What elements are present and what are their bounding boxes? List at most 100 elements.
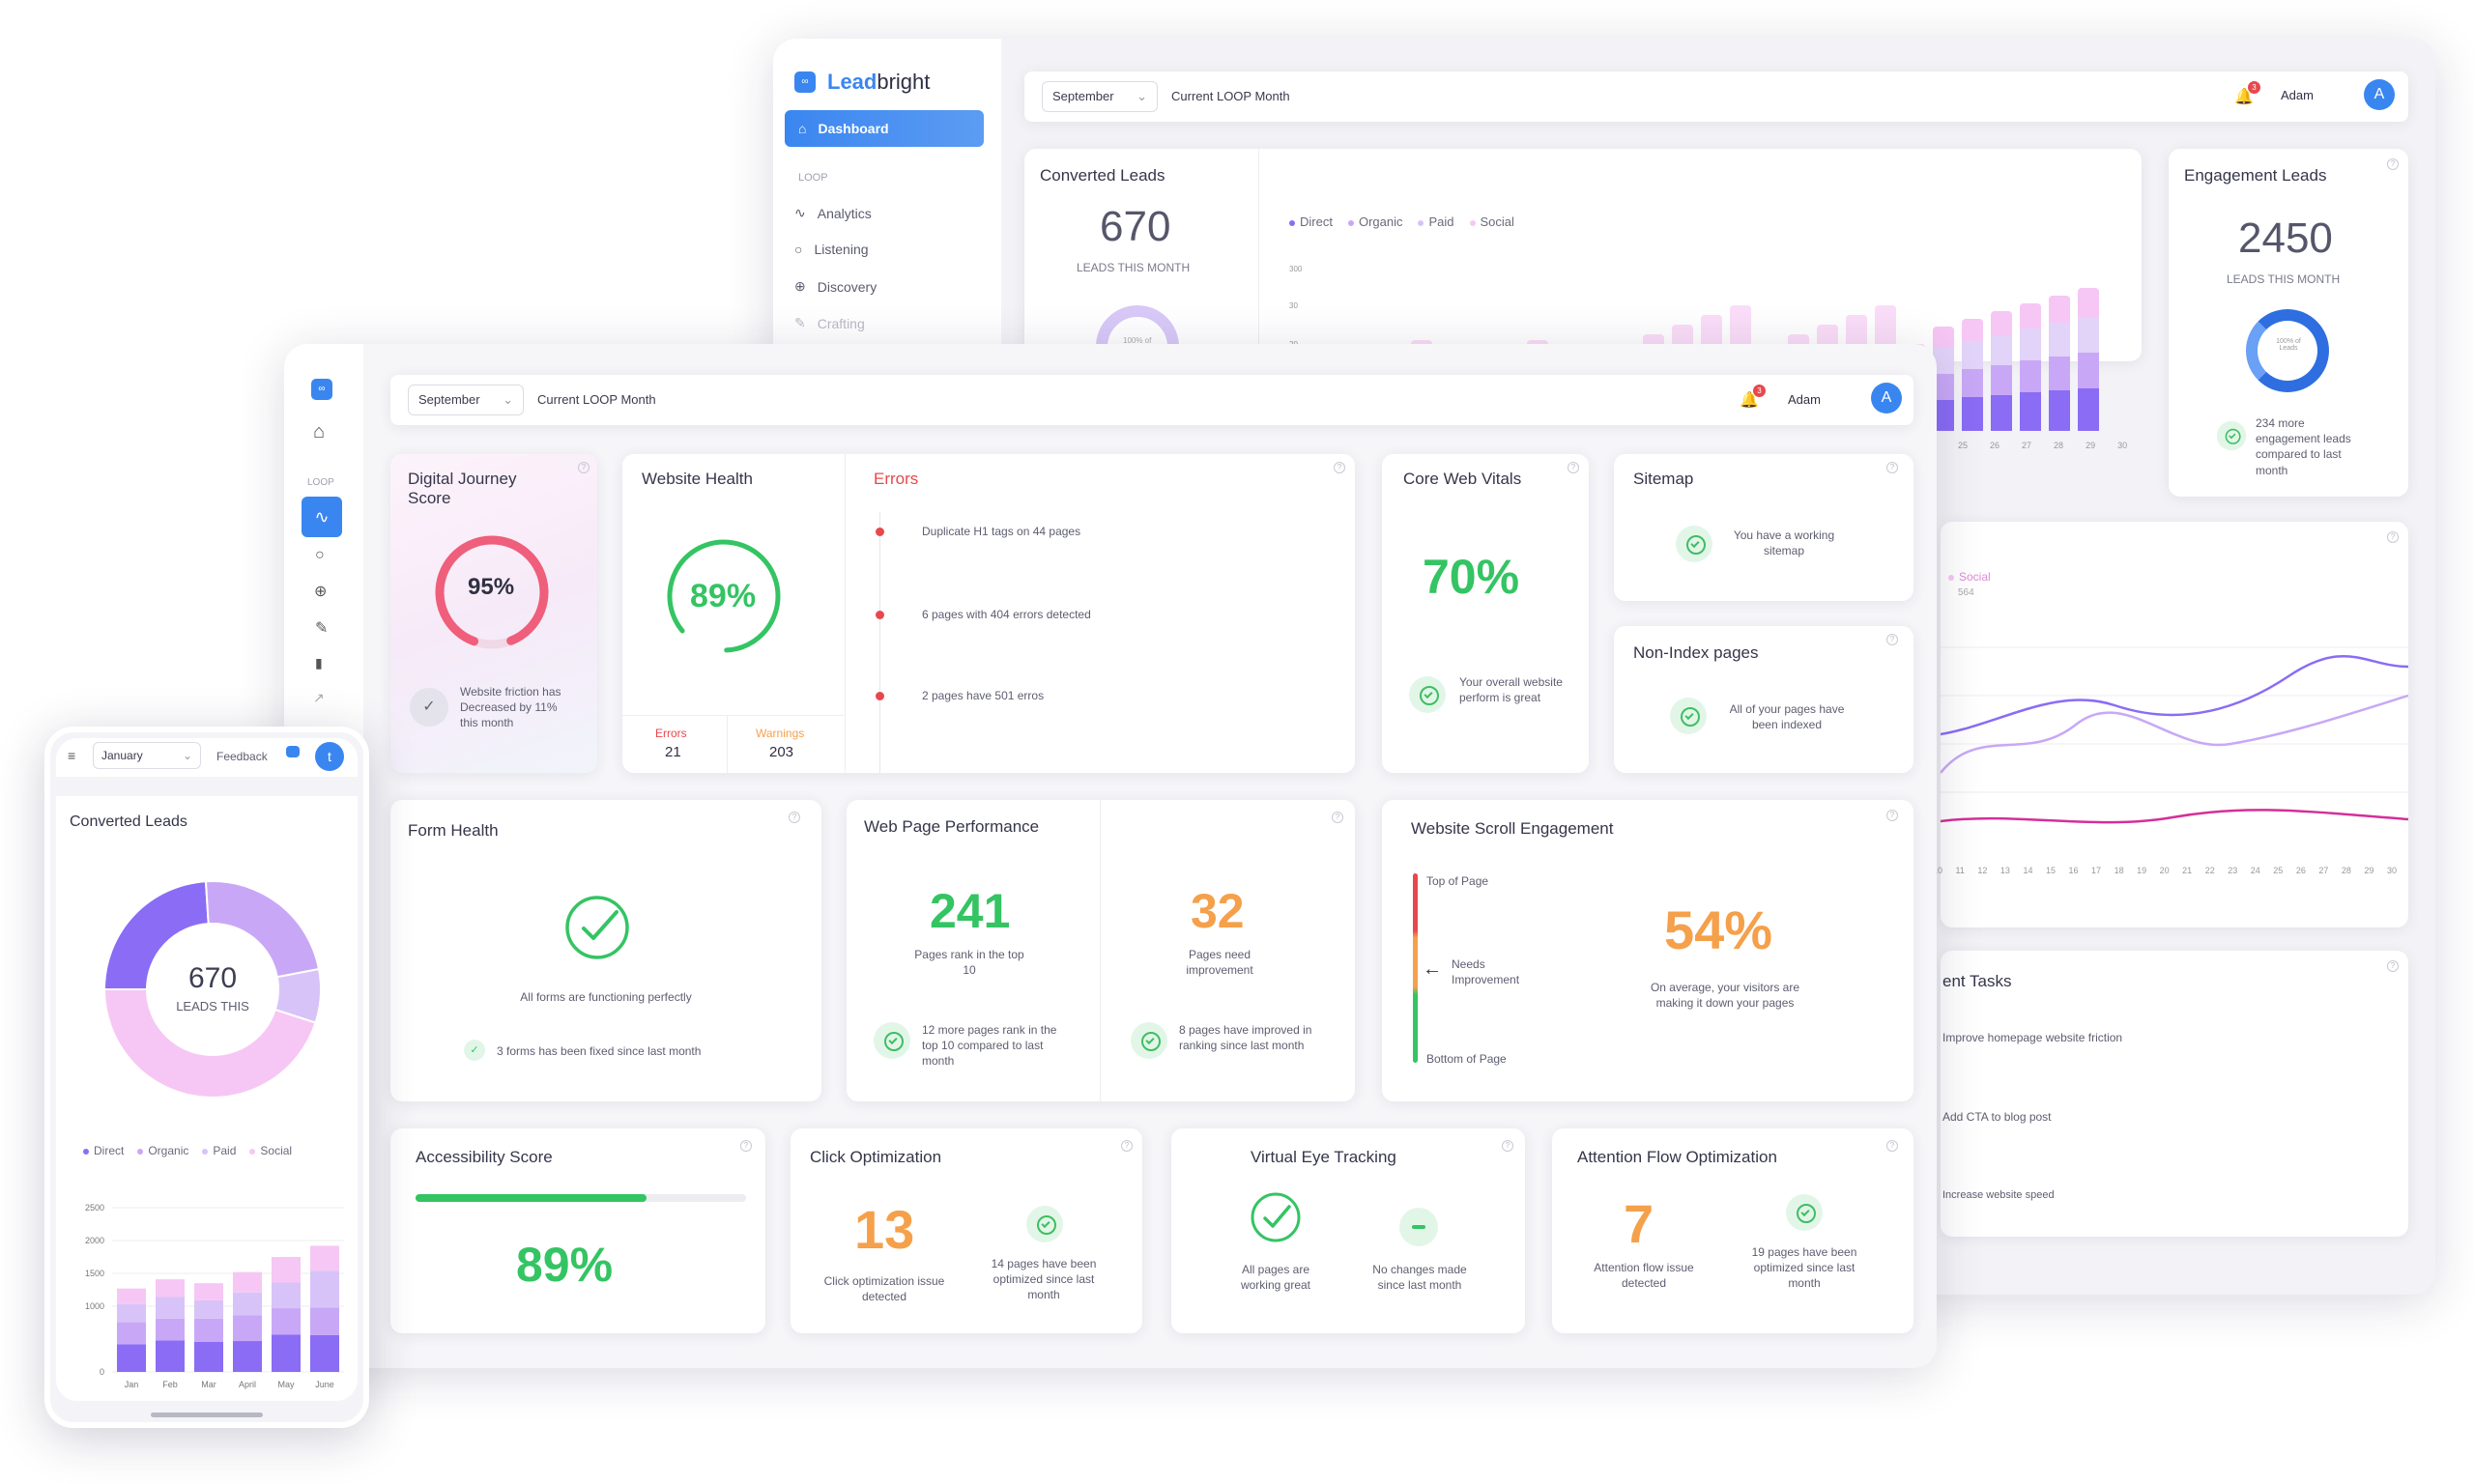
sitemap-title: Sitemap — [1633, 470, 1694, 488]
info-icon[interactable]: ? — [2387, 531, 2399, 543]
edit-icon[interactable]: ✎ — [315, 620, 329, 637]
info-icon[interactable]: ? — [1502, 1140, 1513, 1152]
back-bar-segment — [2078, 352, 2099, 388]
sidebar-item-dashboard[interactable]: ⌂ Dashboard — [785, 110, 984, 147]
month-select[interactable]: September ⌄ — [408, 385, 524, 415]
info-icon[interactable]: ? — [1334, 462, 1345, 473]
sidebar-section-label: LOOP — [798, 172, 828, 184]
analytics-icon: ∿ — [794, 205, 806, 220]
bell-icon[interactable]: 🔔 — [1740, 392, 1759, 409]
bar-segment-social — [117, 1288, 146, 1304]
nonindex-note: All of your pages have been indexed — [1729, 702, 1845, 732]
back-bar — [2020, 303, 2041, 431]
sidebar-item-analytics[interactable]: ∿ Analytics — [794, 205, 872, 221]
bar-segment-direct — [117, 1344, 146, 1372]
x-tick-label: June — [315, 1380, 334, 1389]
info-icon[interactable]: ? — [1886, 1140, 1898, 1152]
x-tick-label: Jan — [125, 1380, 139, 1389]
analytics-icon[interactable]: ∿ — [302, 497, 342, 537]
x-tick: 25 — [2273, 866, 2284, 875]
info-icon[interactable]: ? — [2387, 158, 2399, 170]
back-bar-segment — [1962, 369, 1983, 398]
logo-icon: ∞ — [794, 71, 816, 93]
back-bar-segment — [1991, 364, 2012, 395]
bar-segment-paid — [156, 1297, 185, 1319]
back-converted-leads-card — [1024, 149, 2142, 361]
back-bar-segment — [1962, 397, 1983, 431]
x-tick-label: May — [277, 1380, 295, 1389]
x-tick: 19 — [2137, 866, 2147, 875]
error-dot — [876, 528, 884, 536]
eye-title: Virtual Eye Tracking — [1251, 1148, 1396, 1166]
bell-icon[interactable]: 🔔 — [2234, 89, 2254, 105]
info-icon[interactable]: ? — [740, 1140, 752, 1152]
wpp-title: Web Page Performance — [864, 817, 1040, 836]
wh-warnings-label: Warnings — [756, 727, 805, 740]
bar-segment-organic — [117, 1322, 146, 1345]
back-ring-label: 100% of — [1123, 336, 1152, 345]
info-icon[interactable]: ? — [578, 462, 590, 473]
logo-icon[interactable]: ∞ — [311, 379, 332, 400]
menu-icon[interactable]: ≡ — [68, 748, 76, 763]
info-icon[interactable]: ? — [789, 812, 800, 823]
access-title: Accessibility Score — [416, 1148, 553, 1166]
y-tick-label: 2000 — [85, 1236, 104, 1245]
user-name[interactable]: Adam — [1788, 392, 1821, 407]
back-bar-segment — [2049, 296, 2070, 323]
mobile-month-select[interactable]: January ⌄ — [93, 742, 201, 769]
info-icon[interactable]: ? — [1332, 812, 1343, 823]
info-icon[interactable]: ? — [1121, 1140, 1133, 1152]
click-optimization-card — [791, 1128, 1142, 1333]
info-icon[interactable]: ? — [1886, 810, 1898, 821]
back-bar-segment — [1991, 334, 2012, 365]
mobile-avatar[interactable]: t — [315, 742, 344, 771]
form-note: All forms are functioning perfectly — [520, 990, 692, 1004]
x-tick: 11 — [1955, 866, 1965, 875]
error-item[interactable]: 2 pages have 501 erros — [922, 689, 1045, 702]
error-item[interactable]: Duplicate H1 tags on 44 pages — [922, 525, 1081, 538]
chat-icon[interactable]: ○ — [315, 547, 325, 563]
y-tick-label: 1000 — [85, 1301, 104, 1311]
info-icon[interactable]: ? — [1568, 462, 1579, 473]
task-item[interactable]: Improve homepage website friction — [1942, 1031, 2123, 1044]
user-name[interactable]: Adam — [2281, 88, 2314, 102]
task-item[interactable]: Add CTA to blog post — [1942, 1110, 2052, 1124]
chat-badge-icon[interactable] — [286, 746, 300, 757]
trend-icon[interactable]: ↗ — [313, 690, 325, 705]
month-select[interactable]: September ⌄ — [1042, 81, 1158, 112]
info-icon[interactable]: ? — [1886, 462, 1898, 473]
x-tick: 18 — [2114, 866, 2124, 875]
avatar[interactable]: A — [1871, 383, 1902, 414]
back-bar-segment — [1933, 327, 1954, 348]
engagement-note: 234 more engagement leads compared to la… — [2256, 416, 2351, 477]
wpp-value-1: 241 — [930, 884, 1011, 938]
brand-name-bold: Lead — [827, 70, 877, 94]
access-progress-track — [416, 1194, 746, 1202]
back-bar — [2078, 288, 2099, 431]
avatar[interactable]: A — [2364, 79, 2395, 110]
x-tick: 28 — [2341, 866, 2351, 875]
info-icon[interactable]: ? — [1886, 634, 1898, 645]
mobile-legend: Direct Organic Paid Social — [83, 1144, 292, 1157]
brand-logo[interactable]: ∞ Leadbright — [794, 70, 930, 95]
x-tick-label: Feb — [162, 1380, 178, 1389]
home-icon[interactable]: ⌂ — [313, 421, 326, 442]
back-bar-segment — [2049, 357, 2070, 390]
eye-caption-2: No changes made since last month — [1372, 1263, 1467, 1293]
sidebar-item-listening[interactable]: ○ Listening — [794, 242, 869, 257]
sidebar-item-label: Analytics — [817, 205, 872, 221]
back-bar-segment — [2020, 360, 2041, 393]
click-note: 14 pages have been optimized since last … — [991, 1257, 1097, 1302]
bar-segment-paid — [272, 1282, 301, 1309]
feedback-link[interactable]: Feedback — [216, 750, 268, 763]
bar-chart-icon[interactable]: ▮ — [315, 655, 323, 671]
globe-icon[interactable]: ⊕ — [314, 584, 328, 600]
main-sidebar — [284, 344, 363, 750]
check-circle-icon — [1670, 698, 1707, 734]
error-item[interactable]: 6 pages with 404 errors detected — [922, 608, 1091, 621]
engagement-caption: LEADS THIS MONTH — [2227, 272, 2341, 286]
sidebar-item-crafting[interactable]: ✎ Crafting — [794, 315, 865, 331]
task-item[interactable]: Increase website speed — [1942, 1189, 2055, 1201]
info-icon[interactable]: ? — [2387, 960, 2399, 972]
sidebar-item-discovery[interactable]: ⊕ Discovery — [794, 278, 877, 295]
